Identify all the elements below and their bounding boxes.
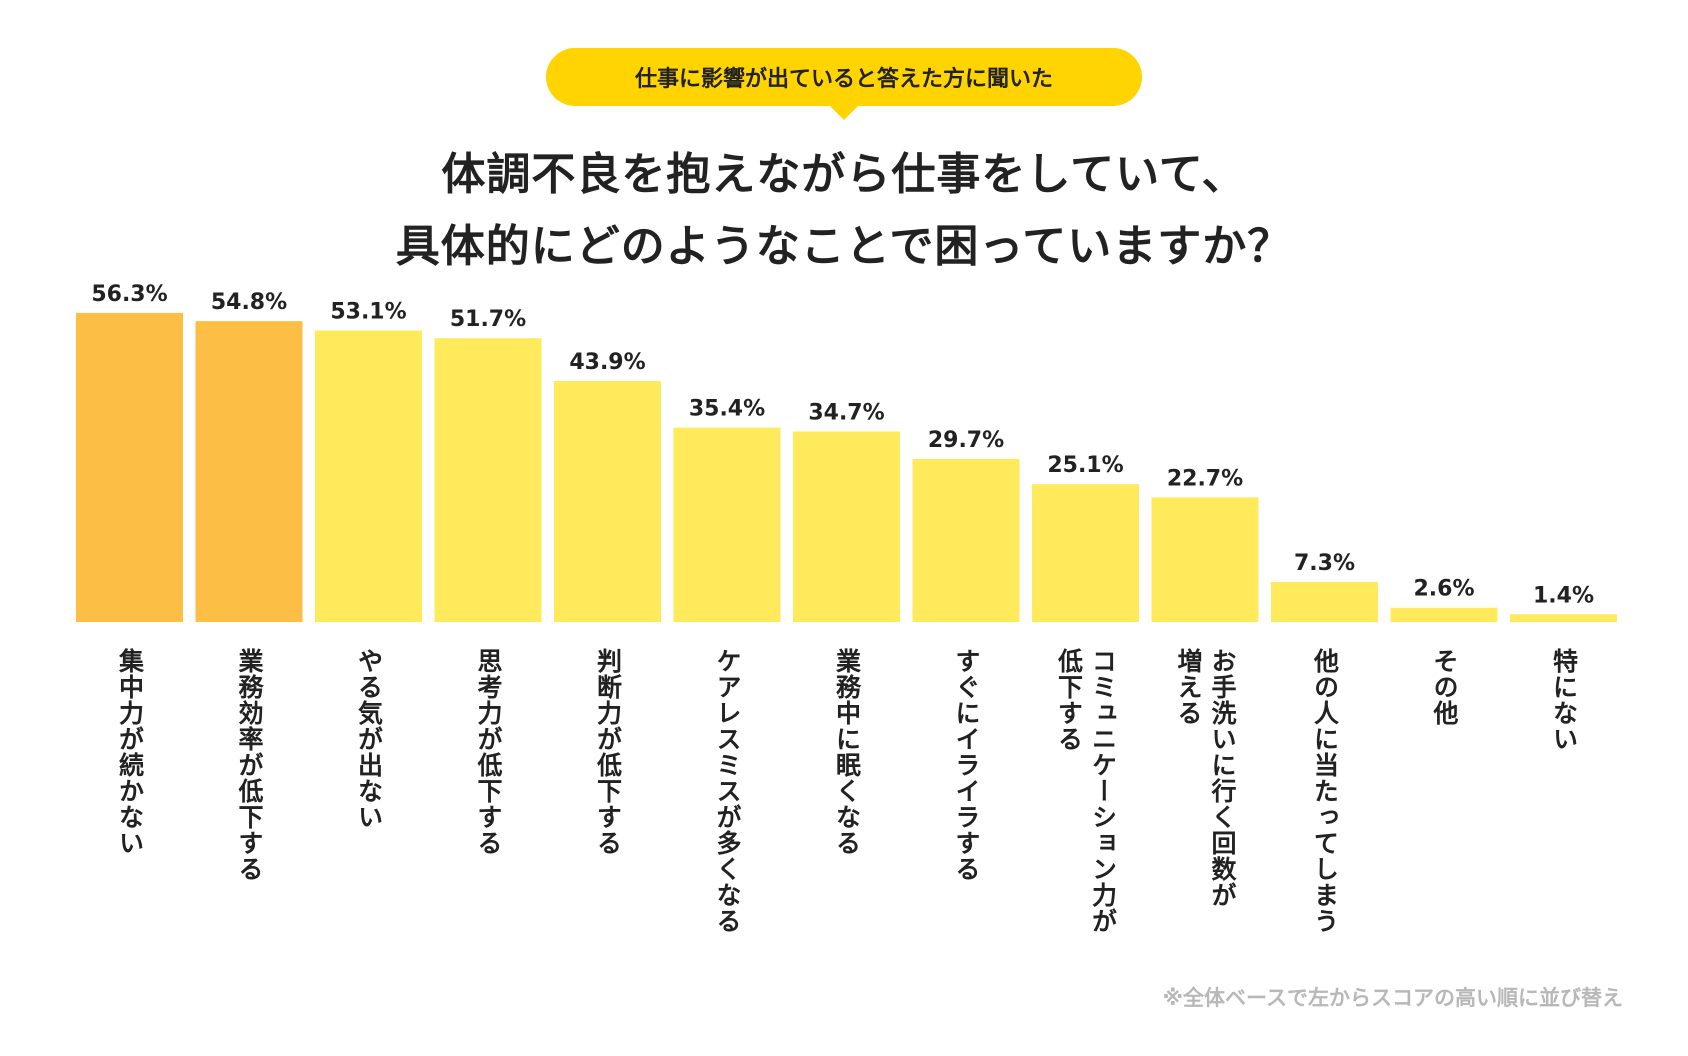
category-label-9-line-2: 低下する [1054, 648, 1084, 752]
chart-title-line-1: 体調不良を抱えながら仕事をしていて、 [441, 149, 1247, 200]
bar-12 [1390, 607, 1498, 622]
value-label-12: 2.6% [1413, 577, 1474, 602]
category-label-9-line-1: コミュニケーション力が [1088, 648, 1118, 934]
bar-7 [793, 431, 900, 622]
value-label-3: 53.1% [330, 299, 406, 324]
category-label-8: すぐにイライラする [952, 648, 981, 882]
chart-title-line-2: 具体的にどのようなことで困っていますか？ [395, 221, 1293, 272]
value-label-10: 22.7% [1167, 466, 1243, 491]
category-label-12: その他 [1430, 648, 1459, 726]
value-label-11: 7.3% [1294, 551, 1355, 576]
value-label-1: 56.3% [91, 282, 167, 307]
survey-target-badge: 仕事に影響が出ていると答えた方に聞いた [546, 48, 1142, 106]
value-label-7: 34.7% [808, 400, 884, 425]
bar-6 [673, 427, 781, 622]
value-label-6: 35.4% [689, 397, 765, 422]
category-label-7: 業務中に眠くなる [832, 648, 862, 856]
category-label-6: ケアレスミスが多くなる [713, 648, 742, 934]
footnote: ※全体ベースで左からスコアの高い順に並び替え [1162, 986, 1623, 1010]
category-label-11: 他の人に当たってしまう [1310, 648, 1340, 934]
bar-4 [434, 338, 542, 622]
category-label-1: 集中力が続かない [115, 648, 145, 856]
bar-1 [76, 312, 183, 622]
bar-3 [315, 330, 422, 622]
value-label-9: 25.1% [1047, 453, 1123, 478]
bar-8 [912, 458, 1020, 622]
bar-11 [1271, 581, 1378, 622]
category-label-5: 判断力が低下する [593, 648, 623, 856]
category-label-10-line-1: お手洗いに行く回数が [1208, 648, 1237, 908]
bar-2 [195, 321, 303, 622]
category-label-10-line-2: 増える [1174, 648, 1203, 726]
bar-9 [1032, 484, 1139, 622]
badge-pointer [828, 104, 860, 120]
bar-5 [554, 380, 661, 622]
category-label-2: 業務効率が低下する [235, 648, 264, 882]
value-label-2: 54.8% [211, 290, 287, 315]
value-label-13: 1.4% [1533, 583, 1594, 608]
value-label-4: 51.7% [450, 307, 526, 332]
value-label-8: 29.7% [928, 428, 1004, 453]
category-label-3: やる気が出ない [354, 648, 384, 830]
bar-13 [1510, 614, 1617, 622]
value-label-5: 43.9% [569, 350, 645, 375]
category-label-13: 特にない [1549, 648, 1579, 752]
category-label-4: 思考力が低下する [474, 648, 503, 856]
bar-10 [1151, 497, 1259, 622]
